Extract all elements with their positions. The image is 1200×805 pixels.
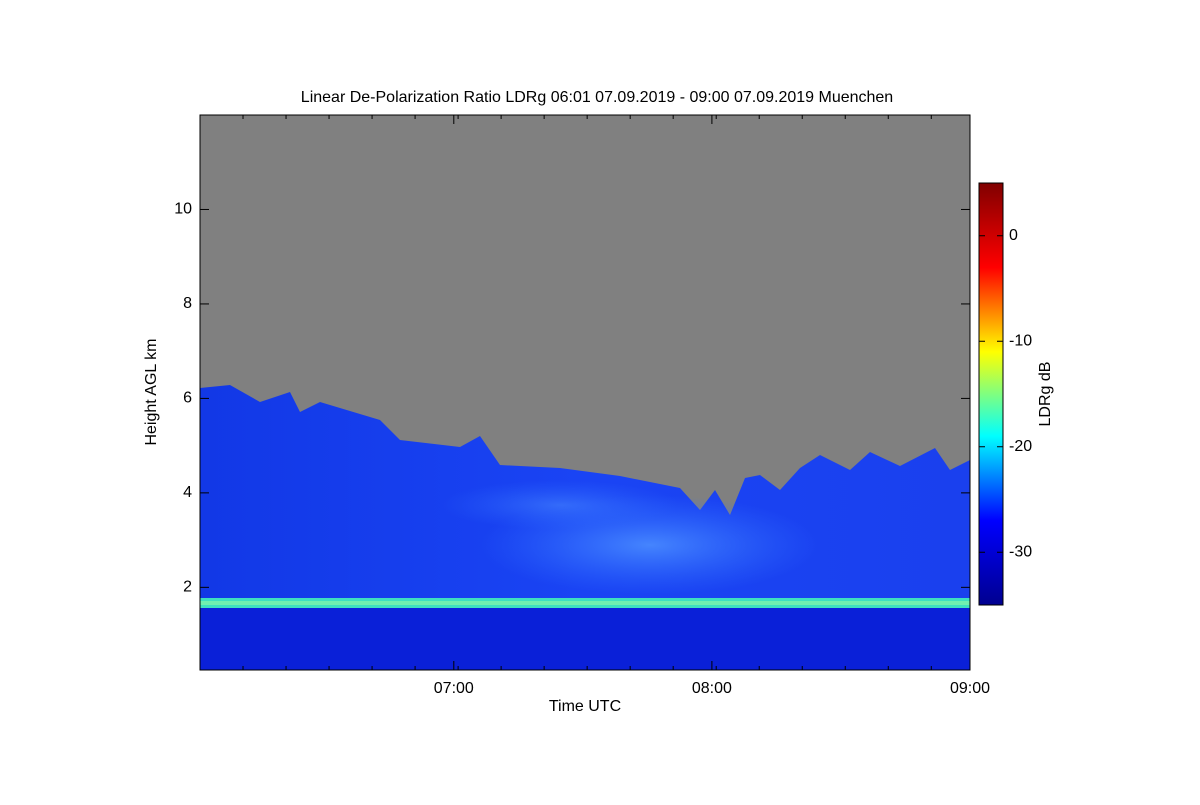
colorbar-tick-label: -30 xyxy=(1009,543,1032,560)
colorbar-tick-label: -10 xyxy=(1009,332,1032,349)
colorbar-label: LDRg dB xyxy=(1037,362,1054,427)
x-tick-label: 07:00 xyxy=(434,680,474,697)
colorbar xyxy=(978,182,1004,606)
colorbar-tick-label: 0 xyxy=(1009,227,1018,244)
y-tick-label: 4 xyxy=(183,484,192,501)
x-tick-label: 08:00 xyxy=(692,680,732,697)
heatmap xyxy=(200,115,970,670)
y-axis-label: Height AGL km xyxy=(143,338,160,445)
plot-frame xyxy=(199,114,971,671)
colorbar-tick-label: -20 xyxy=(1009,438,1032,455)
x-tick-label: 09:00 xyxy=(950,680,990,697)
y-tick-label: 2 xyxy=(183,579,192,596)
chart-title: Linear De-Polarization Ratio LDRg 06:01 … xyxy=(301,89,893,106)
x-axis-label: Time UTC xyxy=(549,698,621,715)
y-tick-label: 10 xyxy=(174,201,192,218)
y-tick-label: 6 xyxy=(183,390,192,407)
y-tick-label: 8 xyxy=(183,295,192,312)
